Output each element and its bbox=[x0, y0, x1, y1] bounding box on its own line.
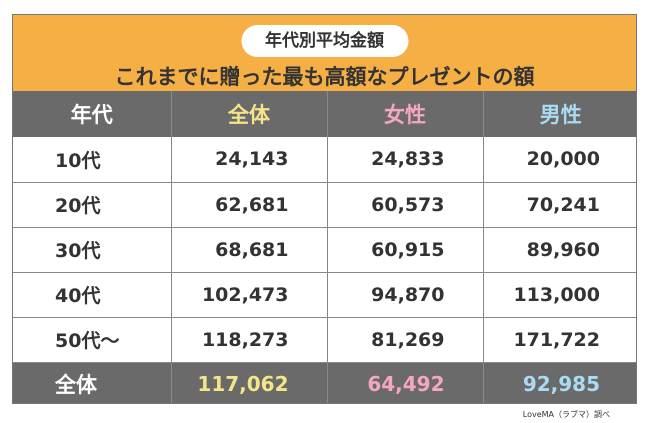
table-row: 40代 102,473 94,870 113,000 bbox=[13, 272, 636, 318]
total-cell: 118,273 bbox=[171, 317, 328, 363]
male-cell: 89,960 bbox=[483, 227, 636, 273]
male-cell: 113,000 bbox=[483, 272, 636, 318]
source-credit: LoveMA（ラブマ）調べ bbox=[522, 410, 610, 419]
table-row: 30代 68,681 60,915 89,960 bbox=[13, 227, 636, 273]
age-cell: 30代 bbox=[13, 227, 172, 273]
table-footer-row: 全体 117,062 64,492 92,985 bbox=[13, 362, 636, 403]
total-cell: 68,681 bbox=[171, 227, 328, 273]
table-header-row: 年代 全体 女性 男性 bbox=[13, 91, 636, 137]
male-cell: 70,241 bbox=[483, 182, 636, 228]
age-cell: 10代 bbox=[13, 137, 172, 183]
female-cell: 94,870 bbox=[327, 272, 484, 318]
female-cell: 60,573 bbox=[327, 182, 484, 228]
infographic-frame: 年代別平均金額 これまでに贈った最も高額なプレゼントの額 年代 全体 女性 男性… bbox=[12, 14, 637, 404]
column-header-female: 女性 bbox=[327, 91, 484, 137]
table-row: 10代 24,143 24,833 20,000 bbox=[13, 137, 636, 183]
female-cell: 81,269 bbox=[327, 317, 484, 363]
amount-table: 年代 全体 女性 男性 10代 24,143 24,833 20,000 20代… bbox=[13, 91, 636, 403]
footer-total-cell: 117,062 bbox=[171, 362, 328, 403]
subtitle-pill: 年代別平均金額 bbox=[241, 25, 408, 57]
female-cell: 24,833 bbox=[327, 137, 484, 183]
male-cell: 20,000 bbox=[483, 137, 636, 183]
male-cell: 171,722 bbox=[483, 317, 636, 363]
table-row: 20代 62,681 60,573 70,241 bbox=[13, 182, 636, 228]
total-cell: 24,143 bbox=[171, 137, 328, 183]
age-cell: 50代〜 bbox=[13, 317, 172, 363]
column-header-age: 年代 bbox=[13, 91, 172, 137]
total-cell: 102,473 bbox=[171, 272, 328, 318]
footer-female-cell: 64,492 bbox=[327, 362, 484, 403]
age-cell: 40代 bbox=[13, 272, 172, 318]
female-cell: 60,915 bbox=[327, 227, 484, 273]
total-cell: 62,681 bbox=[171, 182, 328, 228]
footer-male-cell: 92,985 bbox=[522, 372, 600, 397]
age-cell: 20代 bbox=[13, 182, 172, 228]
table-row: 50代〜 118,273 81,269 171,722 bbox=[13, 317, 636, 363]
column-header-male: 男性 bbox=[539, 103, 582, 127]
footer-age-cell: 全体 bbox=[13, 362, 172, 403]
page-title: これまでに贈った最も高額なプレゼントの額 bbox=[114, 65, 535, 89]
header-banner: 年代別平均金額 これまでに贈った最も高額なプレゼントの額 bbox=[13, 15, 636, 91]
column-header-total: 全体 bbox=[171, 91, 328, 137]
